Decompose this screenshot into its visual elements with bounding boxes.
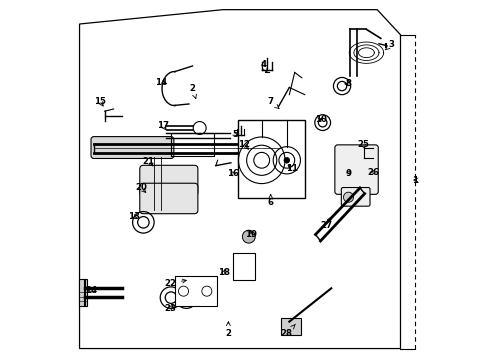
Text: 15: 15 xyxy=(94,97,106,106)
Text: 1: 1 xyxy=(411,176,417,185)
FancyBboxPatch shape xyxy=(140,183,198,214)
Text: 2: 2 xyxy=(189,84,196,99)
FancyBboxPatch shape xyxy=(341,188,369,206)
Text: 8: 8 xyxy=(345,80,351,89)
Text: 5: 5 xyxy=(231,130,237,139)
Text: 12: 12 xyxy=(238,140,250,149)
Bar xyxy=(79,279,86,306)
Text: 22: 22 xyxy=(163,279,186,288)
Circle shape xyxy=(284,157,289,163)
Text: 19: 19 xyxy=(244,230,256,239)
Bar xyxy=(233,253,255,280)
Text: 9: 9 xyxy=(345,169,351,178)
Circle shape xyxy=(343,192,353,202)
Text: 16: 16 xyxy=(226,169,239,178)
Bar xyxy=(174,276,217,306)
Bar xyxy=(281,318,300,335)
Text: 10: 10 xyxy=(314,115,326,124)
Text: 21: 21 xyxy=(142,157,154,166)
Circle shape xyxy=(242,230,255,243)
Text: 26: 26 xyxy=(366,168,378,177)
Text: 20: 20 xyxy=(135,183,147,193)
Text: 7: 7 xyxy=(267,97,279,108)
Text: 11: 11 xyxy=(285,164,297,173)
FancyBboxPatch shape xyxy=(140,165,198,196)
Text: 6: 6 xyxy=(267,194,273,207)
Text: 28: 28 xyxy=(280,324,295,338)
Text: 23: 23 xyxy=(163,304,176,313)
Text: 17: 17 xyxy=(156,121,168,130)
Polygon shape xyxy=(80,10,400,348)
Bar xyxy=(238,120,305,198)
Text: 4: 4 xyxy=(260,60,266,72)
Text: 2: 2 xyxy=(225,322,231,338)
Text: 13: 13 xyxy=(128,212,140,221)
Text: 14: 14 xyxy=(155,78,167,87)
Text: 24: 24 xyxy=(85,286,97,295)
Text: 3: 3 xyxy=(385,40,394,50)
FancyBboxPatch shape xyxy=(334,145,378,194)
Text: 25: 25 xyxy=(357,140,369,149)
Text: 27: 27 xyxy=(320,217,332,230)
FancyBboxPatch shape xyxy=(91,136,174,158)
Text: 18: 18 xyxy=(217,268,229,277)
